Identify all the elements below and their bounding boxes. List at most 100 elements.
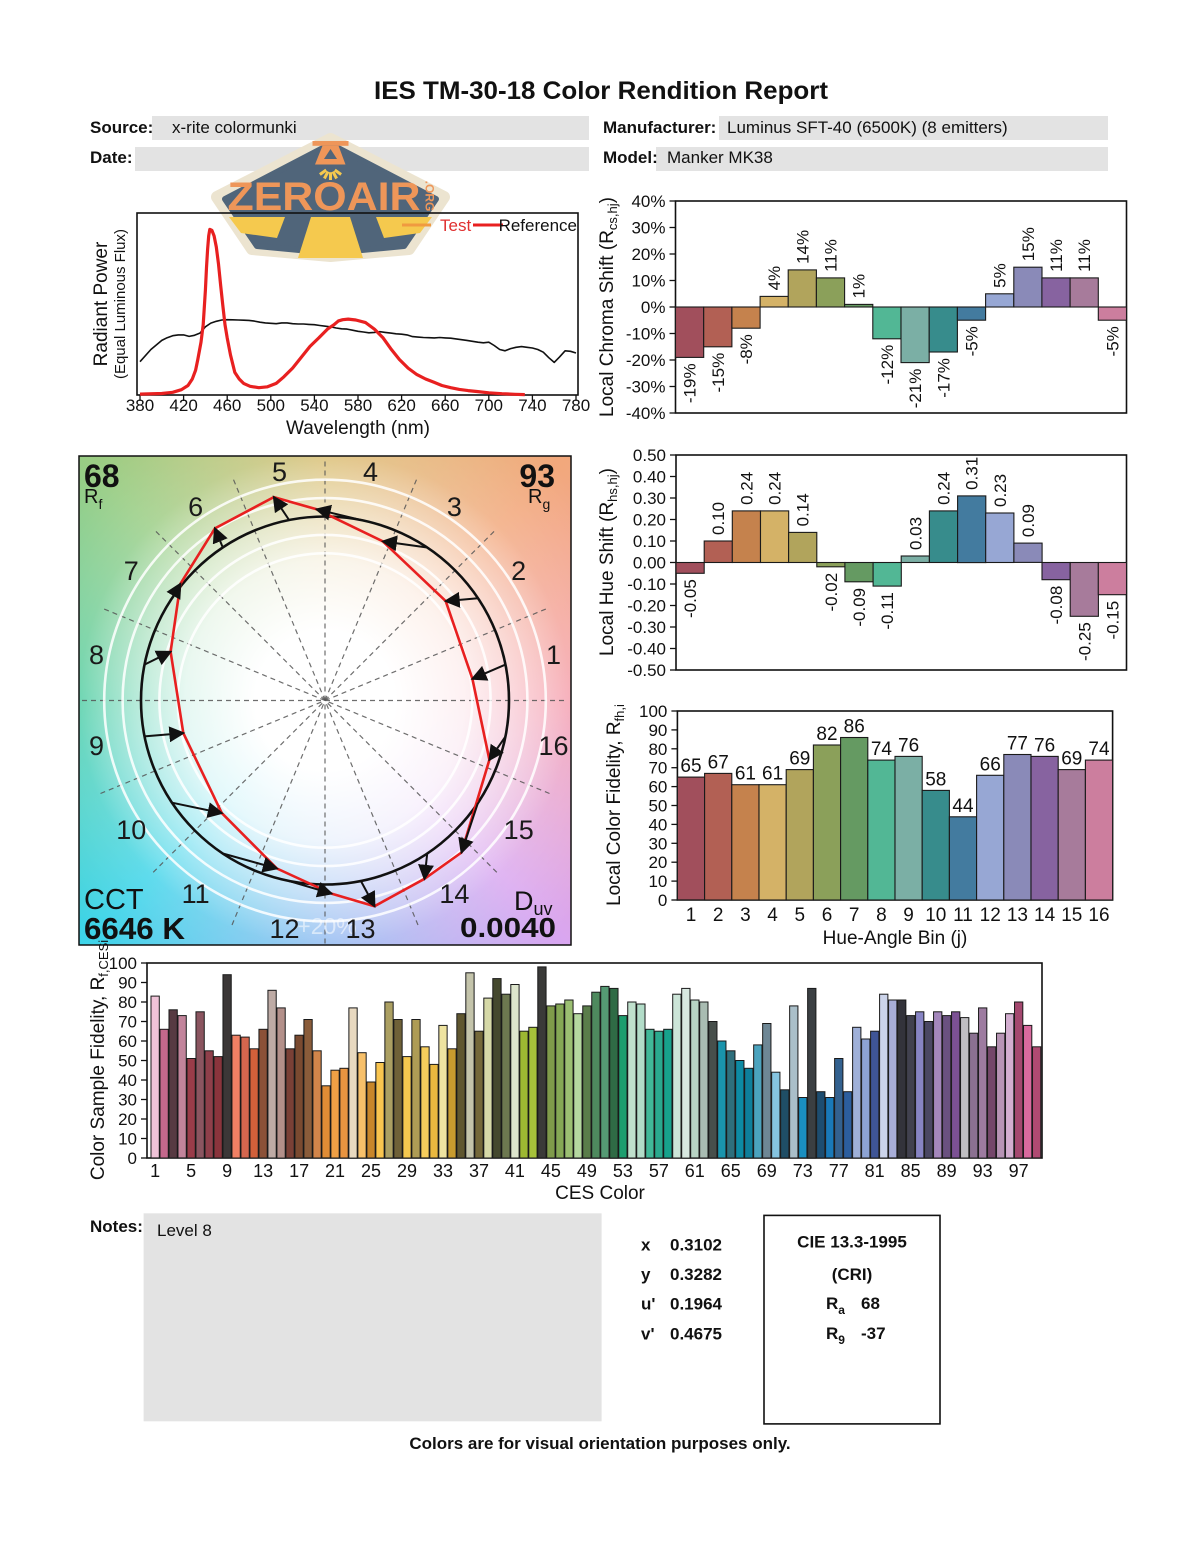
svg-text:Rf: Rf [84,486,102,512]
svg-text:70: 70 [118,1013,137,1032]
svg-text:74: 74 [871,739,893,760]
svg-text:7: 7 [849,905,860,926]
svg-text:540: 540 [300,396,328,415]
svg-text:90: 90 [648,721,667,740]
svg-text:14%: 14% [793,230,812,264]
svg-text:2: 2 [713,905,724,926]
svg-text:70: 70 [648,759,667,778]
svg-text:0.1964: 0.1964 [670,1295,723,1314]
svg-text:-30%: -30% [626,378,666,397]
svg-text:4: 4 [767,905,778,926]
svg-text:Manker MK38: Manker MK38 [667,148,773,167]
svg-text:Radiant Power: Radiant Power [91,241,112,366]
svg-text:13: 13 [345,914,375,944]
svg-text:0: 0 [128,1149,137,1168]
svg-text:9: 9 [903,905,914,926]
svg-text:Local Hue Shift (Rhs,hj): Local Hue Shift (Rhs,hj) [597,468,620,656]
svg-text:-0.09: -0.09 [850,588,869,627]
svg-text:100: 100 [109,954,137,973]
svg-text:Color Sample Fidelity, Rf,CESi: Color Sample Fidelity, Rf,CESi [88,940,111,1180]
svg-text:0.00: 0.00 [633,554,666,573]
svg-text:0: 0 [658,891,667,910]
svg-text:.ORG: .ORG [423,181,437,212]
svg-text:77: 77 [1007,734,1028,755]
svg-text:5: 5 [186,1161,196,1181]
svg-text:-0.08: -0.08 [1047,586,1066,625]
svg-text:R9: R9 [826,1324,845,1347]
svg-text:-5%: -5% [963,326,982,356]
svg-text:4: 4 [363,457,378,487]
svg-text:0.10: 0.10 [633,532,666,551]
svg-text:ZEROAIR: ZEROAIR [228,175,421,219]
svg-text:74: 74 [1088,739,1110,760]
svg-text:5: 5 [272,457,287,487]
svg-text:69: 69 [757,1161,777,1181]
svg-text:45: 45 [541,1161,561,1181]
svg-text:3: 3 [740,905,751,926]
svg-text:x-rite colormunki: x-rite colormunki [172,118,297,137]
svg-text:-15%: -15% [709,353,728,393]
svg-text:0.14: 0.14 [794,493,813,526]
svg-text:68: 68 [84,458,120,494]
svg-text:3: 3 [447,492,462,522]
svg-text:u': u' [641,1295,655,1314]
svg-text:10%: 10% [631,272,665,291]
svg-text:-40%: -40% [626,404,666,423]
svg-text:15%: 15% [1019,227,1038,261]
svg-text:780: 780 [562,396,590,415]
svg-text:-0.15: -0.15 [1103,601,1122,640]
svg-text:97: 97 [1009,1161,1029,1181]
svg-text:100: 100 [639,702,667,721]
svg-text:Local Color Fidelity, Rfh,i: Local Color Fidelity, Rfh,i [604,704,627,906]
svg-text:61: 61 [685,1161,705,1181]
svg-text:y: y [641,1265,651,1284]
svg-text:0.24: 0.24 [737,472,756,505]
svg-text:61: 61 [762,764,783,785]
svg-text:2: 2 [511,556,526,586]
svg-text:10: 10 [116,815,146,845]
svg-text:20%: 20% [631,245,665,264]
svg-text:12: 12 [980,905,1001,926]
svg-text:-12%: -12% [878,345,897,385]
svg-text:29: 29 [397,1161,417,1181]
svg-text:500: 500 [257,396,285,415]
svg-text:-37: -37 [861,1324,886,1343]
svg-text:73: 73 [793,1161,813,1181]
svg-text:69: 69 [1061,749,1082,770]
svg-text:8: 8 [876,905,887,926]
svg-text:11%: 11% [1047,239,1066,272]
svg-text:93: 93 [973,1161,993,1181]
svg-text:1: 1 [150,1161,160,1181]
svg-text:580: 580 [344,396,372,415]
svg-text:0%: 0% [641,298,666,317]
svg-text:13: 13 [1007,905,1028,926]
svg-text:Level 8: Level 8 [157,1221,212,1240]
svg-text:50: 50 [648,797,667,816]
svg-text:50: 50 [118,1052,137,1071]
svg-text:67: 67 [708,752,729,773]
svg-text:Source:: Source: [90,118,153,137]
svg-text:IES TM-30-18 Color Rendition R: IES TM-30-18 Color Rendition Report [374,77,829,105]
svg-text:-21%: -21% [906,369,925,409]
svg-text:0.40: 0.40 [633,468,666,487]
svg-text:-0.40: -0.40 [627,640,666,659]
svg-text:11: 11 [953,905,973,926]
svg-text:11%: 11% [1075,239,1094,272]
svg-text:740: 740 [518,396,546,415]
svg-text:0.4675: 0.4675 [670,1324,722,1343]
svg-text:Notes:: Notes: [90,1217,143,1236]
svg-text:Reference: Reference [499,216,577,235]
svg-text:0.3102: 0.3102 [670,1236,722,1255]
svg-text:-0.11: -0.11 [878,592,897,630]
svg-text:4%: 4% [765,266,784,291]
svg-text:49: 49 [577,1161,597,1181]
svg-text:5: 5 [795,905,806,926]
svg-text:0.3282: 0.3282 [670,1265,722,1284]
svg-text:0.31: 0.31 [963,457,982,490]
svg-text:11: 11 [182,879,210,909]
svg-text:80: 80 [648,740,667,759]
svg-text:Manufacturer:: Manufacturer: [603,118,716,137]
svg-text:33: 33 [433,1161,453,1181]
svg-text:77: 77 [829,1161,849,1181]
svg-text:6646 K: 6646 K [84,911,186,946]
